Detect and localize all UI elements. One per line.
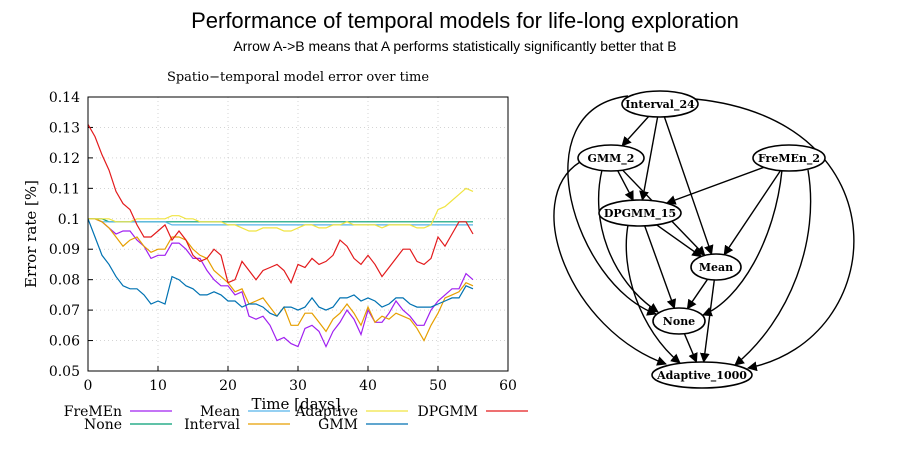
edge-dpgmm_15-to-none <box>644 225 677 310</box>
node-dpgmm_15 <box>598 199 682 227</box>
legend-label-none: None <box>84 417 122 433</box>
x-tick-label: 30 <box>289 378 307 394</box>
legend-label-gmm: GMM <box>318 417 358 433</box>
y-tick-label: 0.11 <box>49 181 80 197</box>
legend-label-mean: Mean <box>200 404 240 420</box>
edge-none-to-adaptive_1000 <box>683 333 698 364</box>
edge-interval_24-to-none <box>567 95 657 316</box>
y-tick-label: 0.05 <box>49 364 80 380</box>
x-tick-label: 40 <box>359 378 377 394</box>
x-tick-label: 10 <box>149 378 167 394</box>
node-label-dpgmm_15: DPGMM_15 <box>604 207 676 221</box>
y-tick-label: 0.08 <box>49 273 80 289</box>
edge-interval_24-to-mean <box>663 116 714 256</box>
node-adaptive_1000 <box>651 361 753 389</box>
legend-label-interval: Interval <box>184 417 240 433</box>
edge-fremen_2-to-mean <box>723 170 782 256</box>
legend-label-dpgmm: DPGMM <box>418 404 479 420</box>
edge-mean-to-none <box>686 278 709 310</box>
node-label-mean: Mean <box>699 261 733 274</box>
series-line-adaptive <box>88 187 474 232</box>
series-line-fremen <box>88 218 474 349</box>
edge-interval_24-to-dpgmm_15 <box>639 116 659 201</box>
y-tick-label: 0.1 <box>58 212 80 228</box>
node-label-gmm_2: GMM_2 <box>588 152 635 166</box>
chart-title: Spatio−temporal model error over time <box>167 70 429 85</box>
x-tick-label: 50 <box>429 378 447 394</box>
plot-frame <box>87 96 509 372</box>
y-tick-label: 0.06 <box>49 334 80 350</box>
legend-label-adaptive: Adaptive <box>294 404 358 420</box>
node-gmm_2 <box>577 144 645 172</box>
edge-dpgmm_15-to-adaptive_1000 <box>625 224 681 364</box>
y-axis-label: Error rate [%] <box>22 180 40 288</box>
series-line-dpgmm <box>87 124 474 285</box>
y-tick-label: 0.07 <box>49 303 80 319</box>
edge-gmm_2-to-adaptive_1000 <box>553 161 667 366</box>
page-title: Performance of temporal models for life-… <box>191 8 739 33</box>
node-label-adaptive_1000: Adaptive_1000 <box>656 369 747 383</box>
y-tick-label: 0.14 <box>49 90 80 106</box>
edge-dpgmm_15-to-mean <box>656 224 702 258</box>
edge-interval_24-to-gmm_2 <box>621 115 650 147</box>
edge-gmm_2-to-none <box>597 169 659 313</box>
legend-label-fremen: FreMEn <box>64 404 122 420</box>
node-interval_24 <box>621 90 699 118</box>
node-label-interval_24: Interval_24 <box>625 98 695 112</box>
edge-fremen_2-to-none <box>702 169 783 317</box>
node-fremen_2 <box>752 144 826 172</box>
edge-fremen_2-to-dpgmm_15 <box>665 166 765 205</box>
x-tick-label: 20 <box>219 378 237 394</box>
node-label-fremen_2: FreMEn_2 <box>758 152 820 166</box>
x-axis-label: Time [days] <box>251 395 340 413</box>
y-tick-label: 0.13 <box>49 120 80 136</box>
y-tick-label: 0.12 <box>49 151 80 167</box>
node-label-none: None <box>663 315 695 328</box>
page-subtitle: Arrow A->B means that A performs statist… <box>233 38 677 54</box>
edge-fremen_2-to-adaptive_1000 <box>734 169 812 366</box>
x-tick-label: 0 <box>84 378 93 394</box>
edge-mean-to-adaptive_1000 <box>699 279 715 363</box>
node-none <box>652 307 706 335</box>
edge-gmm_2-to-dpgmm_15 <box>617 170 634 202</box>
series-line-gmm <box>87 218 474 317</box>
x-tick-label: 60 <box>499 378 517 394</box>
y-tick-label: 0.09 <box>49 242 80 258</box>
node-mean <box>690 253 742 281</box>
edge-interval_24-to-adaptive_1000 <box>694 98 855 372</box>
